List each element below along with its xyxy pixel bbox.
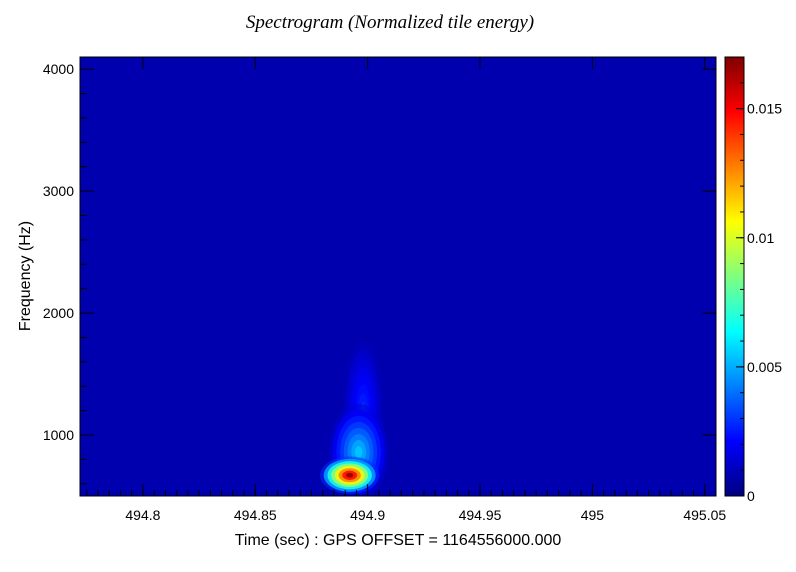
heatmap bbox=[80, 57, 716, 496]
colorbar-tick-label: 0.005 bbox=[747, 359, 782, 375]
colorbar-axis: 0 0.005 0.01 0.015 bbox=[736, 82, 782, 504]
heatmap-blob-2-level-7 bbox=[345, 472, 354, 478]
x-axis-label: Time (sec) : GPS OFFSET = 1164556000.000 bbox=[234, 532, 562, 549]
y-axis-label: Frequency (Hz) bbox=[17, 220, 34, 332]
y-tick-label: 2000 bbox=[43, 305, 74, 321]
colorbar-tick-label: 0.015 bbox=[747, 101, 782, 117]
x-tick-label: 494.8 bbox=[125, 507, 160, 523]
x-tick-label: 494.85 bbox=[234, 507, 277, 523]
y-tick-label: 3000 bbox=[43, 183, 74, 199]
y-tick-label: 4000 bbox=[43, 61, 74, 77]
plot-frame bbox=[79, 56, 717, 497]
colorbar-tick-label: 0.01 bbox=[747, 230, 774, 246]
heatmap-blob-1-level-7 bbox=[354, 446, 363, 459]
x-tick-label: 495 bbox=[581, 507, 605, 523]
heatmap-background bbox=[80, 57, 716, 496]
chart-title: Spectrogram (Normalized tile energy) bbox=[245, 12, 535, 33]
y-tick-label: 1000 bbox=[43, 427, 74, 443]
x-tick-label: 495.05 bbox=[683, 507, 726, 523]
y-axis: 1000 2000 3000 4000 bbox=[43, 61, 716, 485]
x-tick-label: 494.95 bbox=[459, 507, 502, 523]
colorbar bbox=[724, 56, 745, 497]
x-axis: 494.8 494.85 494.9 494.95 495 495.05 bbox=[86, 57, 726, 523]
x-tick-label: 494.9 bbox=[350, 507, 385, 523]
colorbar-tick-label: 0 bbox=[747, 488, 755, 504]
